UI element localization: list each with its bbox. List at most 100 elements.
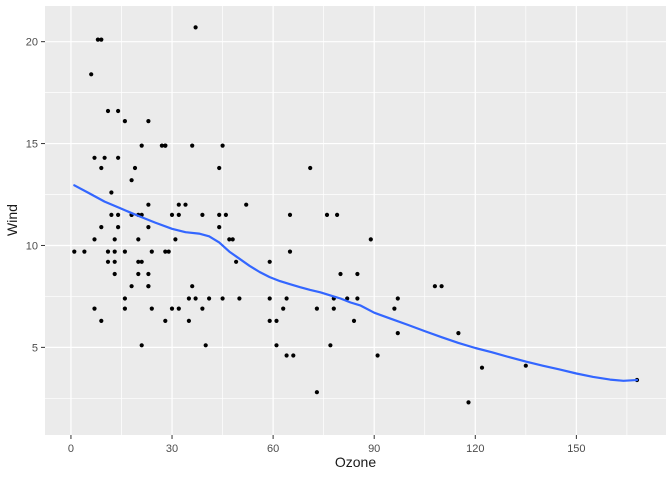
data-point (217, 165, 222, 171)
data-point (217, 225, 222, 230)
data-point (176, 202, 181, 207)
data-point (99, 318, 104, 323)
data-point (122, 249, 127, 254)
data-point (163, 318, 168, 323)
data-point (193, 25, 198, 30)
data-point (169, 306, 175, 311)
data-point (220, 296, 225, 301)
data-point (284, 296, 289, 301)
data-point (129, 178, 134, 183)
data-point (169, 212, 175, 217)
data-point (223, 212, 228, 217)
data-point (105, 249, 111, 254)
data-point (267, 318, 272, 323)
data-point (284, 353, 289, 358)
data-point (146, 271, 151, 277)
data-point (274, 318, 279, 323)
data-point (237, 296, 242, 301)
data-point (244, 202, 249, 207)
data-point (95, 37, 100, 42)
data-point (105, 108, 111, 114)
data-point (281, 306, 286, 311)
data-point (193, 296, 198, 301)
data-point (149, 306, 154, 311)
data-point (267, 259, 272, 264)
data-point (395, 296, 400, 301)
data-point (203, 343, 208, 348)
data-point (287, 249, 293, 254)
data-point (287, 212, 293, 217)
y-axis-title: Wind (4, 204, 20, 236)
data-point (112, 249, 117, 254)
y-tick-label: 10 (26, 240, 38, 252)
data-point (234, 259, 239, 264)
plot-panel (45, 6, 666, 435)
y-tick-label: 5 (32, 342, 38, 354)
data-point (291, 353, 296, 358)
data-point (186, 318, 191, 323)
data-point (82, 249, 87, 254)
data-point (523, 363, 528, 368)
data-point (227, 237, 232, 242)
data-point (129, 284, 134, 289)
x-tick-label: 30 (166, 443, 178, 455)
data-point (99, 225, 104, 230)
data-point (92, 155, 97, 160)
data-point (139, 343, 144, 348)
data-point (159, 143, 164, 148)
x-tick-label: 90 (368, 443, 380, 455)
data-point (314, 390, 319, 395)
data-point (355, 271, 360, 277)
data-point (72, 249, 77, 254)
data-point (92, 306, 97, 311)
data-point (335, 212, 340, 217)
data-point (220, 143, 225, 148)
data-point (112, 271, 117, 277)
data-point (456, 331, 461, 336)
data-point (146, 284, 151, 289)
data-point (173, 237, 178, 242)
data-point (479, 365, 485, 370)
data-point (139, 259, 144, 264)
smooth-line (73, 184, 639, 382)
data-point (439, 284, 444, 289)
data-point (112, 237, 117, 242)
data-point (176, 306, 181, 311)
data-point (186, 296, 191, 301)
data-point (112, 259, 117, 264)
data-point (116, 108, 121, 114)
data-point (338, 271, 343, 277)
data-point (432, 284, 437, 289)
data-point (136, 271, 141, 277)
data-point (136, 259, 141, 264)
data-point (308, 165, 313, 171)
x-tick-label: 60 (267, 443, 279, 455)
data-point (190, 143, 195, 148)
data-point (331, 306, 336, 311)
data-point (355, 296, 360, 301)
data-point (109, 190, 114, 195)
data-point (328, 343, 333, 348)
data-point (200, 212, 205, 217)
data-point (466, 400, 471, 405)
x-tick-label: 150 (567, 443, 585, 455)
data-point (345, 296, 350, 301)
data-point (176, 212, 181, 217)
data-point (324, 212, 330, 217)
data-point (132, 165, 138, 171)
data-point (392, 306, 397, 311)
x-tick-label: 0 (68, 443, 74, 455)
data-point (274, 343, 279, 348)
data-point (166, 249, 171, 254)
x-axis-title: Ozone (334, 454, 377, 470)
data-point (136, 237, 141, 242)
data-point (122, 306, 127, 311)
data-point (122, 119, 127, 124)
data-point (149, 249, 154, 254)
data-point (122, 296, 127, 301)
data-point (116, 225, 121, 230)
data-point (99, 37, 104, 42)
data-point (102, 155, 107, 160)
